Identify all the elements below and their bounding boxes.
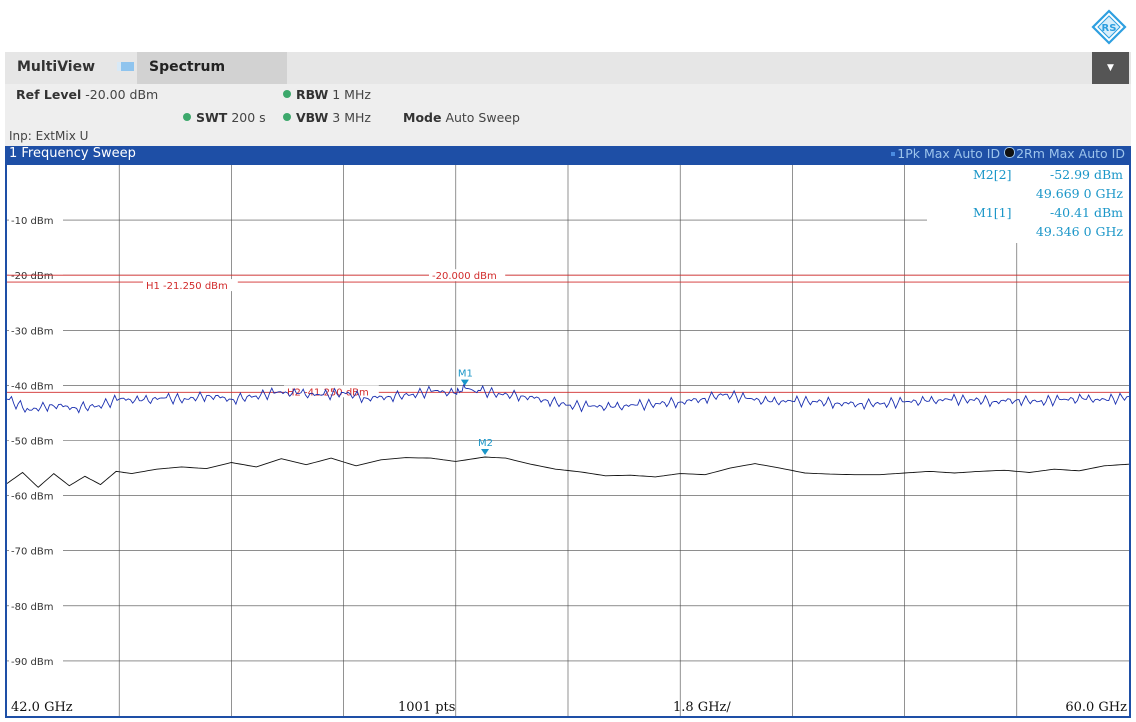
y-tick-label: -20 dBm: [11, 271, 53, 282]
window-title: 1 Frequency Sweep: [9, 146, 136, 161]
rohde-schwarz-logo: RS: [1091, 9, 1127, 45]
marker-label: M2: [478, 438, 493, 449]
multiview-icon: [117, 62, 134, 71]
measurement-settings-panel: Ref Level -20.00 dBm RBW 1 MHz SWT 200 s…: [5, 84, 1131, 146]
tab-multiview-label: MultiView: [17, 59, 96, 75]
y-tick-label: -90 dBm: [11, 657, 53, 668]
trace-1-line: [7, 382, 1129, 414]
y-tick-label-bg: [9, 598, 63, 613]
dropdown-menu-button[interactable]: ▼: [1092, 52, 1129, 84]
y-tick-label: -40 dBm: [11, 381, 53, 392]
swt-value: 200 s: [231, 110, 266, 125]
tab-spectrum[interactable]: Spectrum: [137, 52, 287, 84]
limit-line-label-bg: [429, 269, 506, 282]
marker-table: M2[2] -52.99 dBm 49.669 0 GHz M1[1] -40.41 d…: [927, 165, 1129, 243]
swt-label: SWT: [196, 110, 228, 125]
top-toolbar: MultiView Spectrum: [5, 52, 1131, 84]
marker-table-level: -52.99 dBm: [1050, 167, 1123, 182]
y-tick-label: -10 dBm: [11, 216, 53, 227]
swt-coupled-dot-icon: [183, 113, 191, 121]
ref-level-setting[interactable]: Ref Level -20.00 dBm: [16, 87, 158, 102]
tab-spectrum-label: Spectrum: [149, 59, 226, 75]
marker-triangle-icon: [460, 379, 469, 386]
markers: M1 M2: [458, 369, 493, 455]
trace2-indicator-icon: [1004, 147, 1016, 158]
y-tick-label-bg: [9, 213, 63, 228]
marker-table-name: M1[1]: [973, 205, 1011, 220]
y-tick-label-bg: [9, 433, 63, 448]
y-tick-label-bg: [9, 378, 63, 393]
y-tick-label: -50 dBm: [11, 437, 53, 448]
mode-value: Auto Sweep: [445, 110, 520, 125]
rbw-value: 1 MHz: [332, 87, 371, 102]
limit-line-label: H2 -41.250 dBm: [287, 387, 369, 398]
y-tick-labels: -10 dBm -20 dBm -30 dBm -40 dBm -50 dBm -60 d…: [9, 213, 63, 668]
sweep-footer: 42.0 GHz 1001 pts 1.8 GHz/ 60.0 GHz: [7, 700, 1129, 715]
vbw-value: 3 MHz: [332, 110, 371, 125]
rbw-coupled-dot-icon: [283, 90, 291, 98]
start-frequency: 42.0 GHz: [11, 700, 73, 715]
traces: [7, 382, 1129, 488]
grid-layer: [7, 165, 1129, 716]
tab-multiview[interactable]: MultiView: [5, 52, 135, 84]
trace2-legend: 2Rm Max Auto ID: [1016, 146, 1125, 161]
swt-setting[interactable]: SWT 200 s: [183, 110, 266, 125]
mode-setting[interactable]: Mode Auto Sweep: [403, 110, 520, 125]
chevron-down-icon: ▼: [1107, 63, 1114, 73]
vbw-setting[interactable]: VBW 3 MHz: [283, 110, 371, 125]
vbw-coupled-dot-icon: [283, 113, 291, 121]
trace1-legend: 1Pk Max Auto ID: [897, 146, 1001, 161]
y-tick-label-bg: [9, 653, 63, 668]
y-tick-label-bg: [9, 488, 63, 503]
ref-level-label: Ref Level: [16, 87, 82, 102]
y-tick-label-bg: [9, 323, 63, 338]
vbw-label: VBW: [296, 110, 329, 125]
trace1-indicator-icon: [891, 152, 896, 156]
y-tick-label: -70 dBm: [11, 547, 53, 558]
limit-line-label: -20.000 dBm: [432, 271, 497, 282]
y-tick-label: -60 dBm: [11, 492, 53, 503]
limit-line-label-bg: [143, 279, 238, 292]
y-tick-label: -30 dBm: [11, 326, 53, 337]
spectrum-plot[interactable]: -10 dBm -20 dBm -30 dBm -40 dBm -50 dBm -60 d…: [5, 163, 1131, 718]
y-tick-label: -80 dBm: [11, 602, 53, 613]
window-title-bar[interactable]: 1 Frequency Sweep 1Pk Max Auto ID 2Rm Max…: [5, 146, 1131, 163]
marker-triangle-icon: [481, 448, 490, 455]
marker-table-level: -40.41 dBm: [1050, 205, 1123, 220]
marker-label: M1: [458, 369, 473, 380]
sweep-points: 1001 pts: [398, 700, 456, 715]
marker-table-frequency: 49.669 0 GHz: [1036, 186, 1124, 201]
input-indicator: Inp: ExtMix U: [9, 129, 89, 143]
marker-table-name: M2[2]: [973, 167, 1011, 182]
rbw-label: RBW: [296, 87, 329, 102]
logo-text: RS: [1102, 23, 1117, 34]
marker-table-bg: [927, 165, 1129, 243]
marker-table-frequency: 49.346 0 GHz: [1036, 224, 1124, 239]
trace-legend: 1Pk Max Auto ID 2Rm Max Auto ID: [891, 146, 1125, 161]
trace-2-line: [7, 456, 1129, 488]
spectrum-chart-svg: -10 dBm -20 dBm -30 dBm -40 dBm -50 dBm -60 d…: [7, 165, 1129, 716]
stop-frequency: 60.0 GHz: [1065, 700, 1127, 715]
limit-line-label: H1 -21.250 dBm: [146, 281, 228, 292]
ref-level-value: -20.00 dBm: [85, 87, 159, 102]
y-tick-label-bg: [9, 543, 63, 558]
rbw-setting[interactable]: RBW 1 MHz: [283, 87, 371, 102]
span-per-division: 1.8 GHz/: [673, 700, 731, 715]
mode-label: Mode: [403, 110, 442, 125]
